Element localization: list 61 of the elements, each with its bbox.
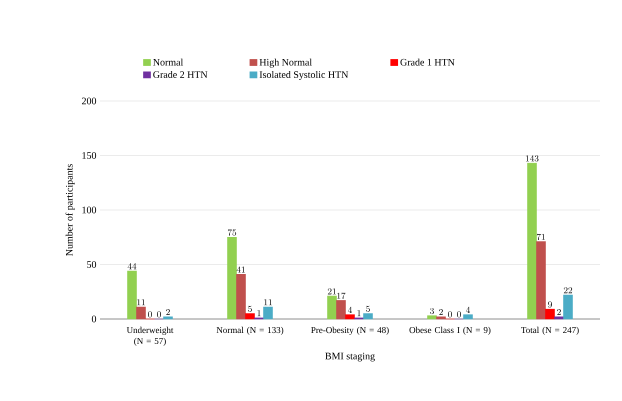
data-label: 1 bbox=[258, 310, 261, 316]
data-label: 1 bbox=[358, 310, 361, 316]
bar bbox=[263, 306, 273, 320]
bar bbox=[563, 294, 573, 320]
bar bbox=[136, 306, 146, 320]
data-label: 41 bbox=[236, 266, 245, 273]
data-label: 5 bbox=[248, 306, 252, 312]
bar bbox=[527, 162, 537, 320]
data-label: 17 bbox=[337, 292, 346, 299]
data-label: 9 bbox=[548, 301, 552, 308]
data-label: 21 bbox=[328, 288, 336, 294]
bar bbox=[345, 314, 355, 320]
bar bbox=[463, 314, 473, 320]
legend-label: Grade 1 HTN bbox=[400, 58, 455, 66]
data-label: 0 bbox=[157, 311, 161, 318]
y-tick-label: 100 bbox=[82, 206, 96, 214]
data-label: 2 bbox=[439, 309, 443, 316]
bar bbox=[436, 316, 446, 320]
data-label: 44 bbox=[128, 263, 136, 270]
bar bbox=[163, 316, 173, 320]
bar bbox=[427, 315, 437, 320]
data-label: 3 bbox=[430, 308, 434, 314]
bar bbox=[363, 313, 373, 320]
data-label: 4 bbox=[348, 306, 352, 313]
data-label: 11 bbox=[137, 299, 145, 306]
data-label: 71 bbox=[536, 234, 545, 240]
legend-label: Normal bbox=[153, 58, 184, 66]
y-tick-label: 0 bbox=[92, 316, 96, 322]
y-axis-title: Number of participants bbox=[66, 164, 75, 256]
y-tick-label: 50 bbox=[87, 261, 96, 268]
x-tick-label: Normal (N = 133) bbox=[216, 326, 284, 335]
bar bbox=[336, 300, 346, 320]
bar bbox=[554, 316, 564, 320]
data-label: 4 bbox=[466, 306, 470, 313]
data-label: 0 bbox=[148, 311, 152, 318]
bar bbox=[236, 274, 246, 320]
x-axis-title: BMI staging bbox=[325, 352, 375, 362]
data-label: 0 bbox=[448, 311, 452, 318]
data-label: 2 bbox=[557, 309, 561, 316]
y-tick-label: 150 bbox=[82, 152, 96, 159]
data-label: 2 bbox=[166, 309, 170, 316]
x-tick-label: Underweight (N = 57) bbox=[126, 326, 174, 346]
bar bbox=[245, 313, 255, 320]
data-label: 143 bbox=[526, 155, 539, 162]
bar bbox=[545, 308, 555, 320]
legend-label: Isolated Systolic HTN bbox=[260, 70, 348, 80]
x-tick-label: Total (N = 247) bbox=[521, 326, 579, 335]
legend-label: High Normal bbox=[260, 58, 312, 68]
bar bbox=[536, 241, 546, 320]
y-tick-label: 200 bbox=[82, 98, 96, 104]
bar bbox=[227, 236, 237, 320]
data-label: 22 bbox=[564, 287, 572, 294]
legend-label: Grade 2 HTN bbox=[153, 70, 208, 78]
bar bbox=[327, 296, 337, 320]
bar bbox=[127, 270, 137, 320]
x-tick-label: Obese Class I (N = 9) bbox=[410, 326, 490, 335]
data-label: 0 bbox=[457, 311, 461, 318]
x-tick-label: Pre-Obesity (N = 48) bbox=[311, 326, 389, 335]
data-label: 5 bbox=[366, 306, 370, 312]
data-label: 75 bbox=[228, 229, 236, 236]
data-label: 11 bbox=[264, 299, 272, 306]
